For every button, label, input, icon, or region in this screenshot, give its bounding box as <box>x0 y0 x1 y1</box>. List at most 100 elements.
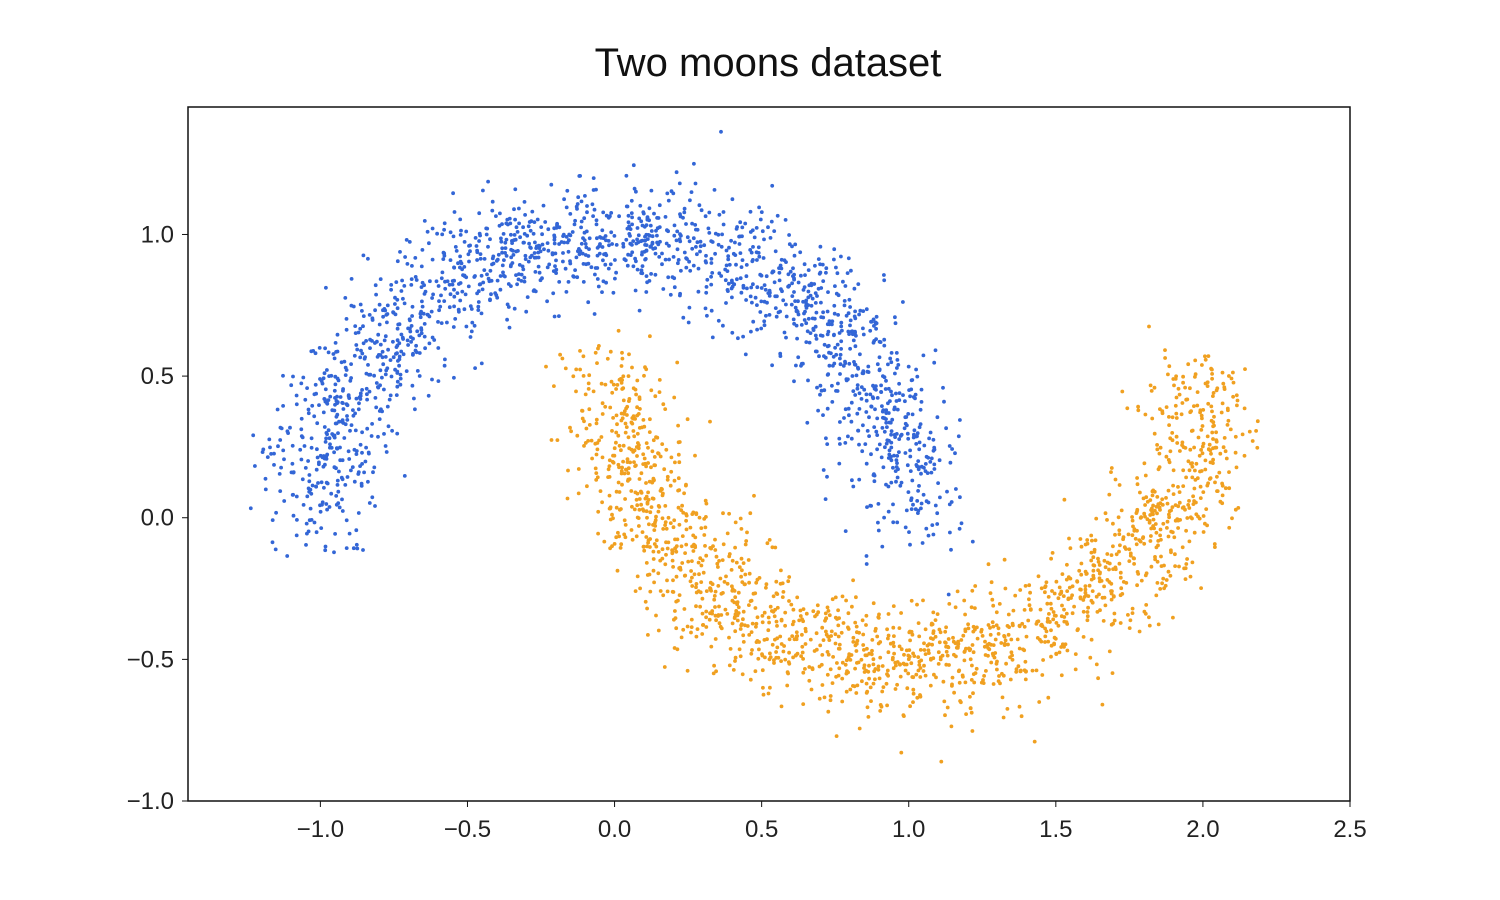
data-point <box>1113 477 1118 482</box>
data-point <box>927 651 931 655</box>
data-point <box>349 468 353 473</box>
data-point <box>693 545 698 550</box>
series-1 <box>544 324 1260 764</box>
data-point <box>301 503 306 507</box>
data-point <box>1067 536 1071 541</box>
data-point <box>656 451 661 456</box>
data-point <box>886 411 891 415</box>
data-point <box>754 580 759 585</box>
data-point <box>654 613 658 618</box>
data-point <box>576 491 581 496</box>
data-point <box>849 400 854 405</box>
data-point <box>1192 445 1196 450</box>
data-point <box>800 650 805 655</box>
data-point <box>1086 605 1090 610</box>
data-point <box>335 478 340 483</box>
data-point <box>690 544 694 549</box>
data-point <box>1189 461 1193 466</box>
data-point <box>1051 617 1056 622</box>
data-point <box>648 589 653 594</box>
data-point <box>866 715 871 719</box>
data-point <box>707 617 712 622</box>
data-point <box>937 458 942 463</box>
data-point <box>670 551 675 556</box>
data-point <box>501 273 506 278</box>
data-point <box>340 497 344 502</box>
data-point <box>671 578 675 583</box>
data-point <box>888 356 893 361</box>
data-point <box>848 305 852 309</box>
data-point <box>935 612 940 616</box>
data-point <box>646 497 651 502</box>
data-point <box>652 528 657 532</box>
data-point <box>860 679 864 684</box>
data-point <box>453 245 458 249</box>
data-point <box>853 309 857 314</box>
data-point <box>826 609 831 613</box>
data-point <box>1139 515 1144 520</box>
y-axis-ticks: −1.0−0.50.00.51.0 <box>127 221 188 815</box>
data-point <box>621 398 626 403</box>
x-tick-label: 2.5 <box>1333 816 1366 843</box>
data-point <box>527 241 531 246</box>
data-point <box>1220 401 1225 406</box>
data-point <box>877 367 882 372</box>
data-point <box>969 710 974 715</box>
data-point <box>754 640 759 644</box>
data-point <box>727 511 731 516</box>
data-point <box>645 544 649 549</box>
data-point <box>417 374 422 378</box>
data-point <box>403 255 407 259</box>
data-point <box>684 518 688 523</box>
data-point <box>526 224 531 229</box>
data-point <box>863 442 868 446</box>
data-point <box>849 419 854 424</box>
data-point <box>851 635 856 640</box>
data-point <box>830 319 835 324</box>
data-point <box>382 338 387 343</box>
data-point <box>804 611 809 616</box>
data-point <box>341 407 346 411</box>
data-point <box>488 268 493 273</box>
data-point <box>436 346 441 350</box>
data-point <box>1128 551 1133 556</box>
data-point <box>546 248 551 253</box>
data-point <box>1130 515 1134 519</box>
data-point <box>893 469 898 473</box>
data-point <box>397 363 401 368</box>
data-point <box>864 461 869 466</box>
data-point <box>1046 695 1051 700</box>
data-point <box>860 618 865 623</box>
data-point <box>1162 586 1166 591</box>
data-point <box>968 694 972 699</box>
data-point <box>614 430 619 435</box>
data-point <box>861 309 866 313</box>
data-point <box>541 203 546 208</box>
data-point <box>973 671 978 675</box>
data-point <box>774 619 779 624</box>
data-point <box>1105 518 1109 522</box>
data-point <box>916 621 921 625</box>
data-point <box>839 347 843 351</box>
data-point <box>850 478 854 483</box>
data-point <box>966 622 970 627</box>
data-point <box>741 640 746 644</box>
data-point <box>779 642 784 646</box>
data-point <box>452 210 457 214</box>
data-point <box>365 392 369 397</box>
data-point <box>521 267 526 272</box>
data-point <box>561 234 565 239</box>
data-point <box>717 604 721 609</box>
data-point <box>745 530 749 535</box>
data-point <box>290 493 295 497</box>
data-point <box>372 465 377 470</box>
data-point <box>803 629 808 634</box>
data-point <box>730 197 735 202</box>
data-point <box>1141 535 1146 539</box>
data-point <box>447 305 452 310</box>
data-point <box>867 434 871 438</box>
data-point <box>694 227 698 232</box>
data-point <box>996 632 1001 636</box>
data-point <box>1047 612 1051 616</box>
data-point <box>886 509 891 514</box>
